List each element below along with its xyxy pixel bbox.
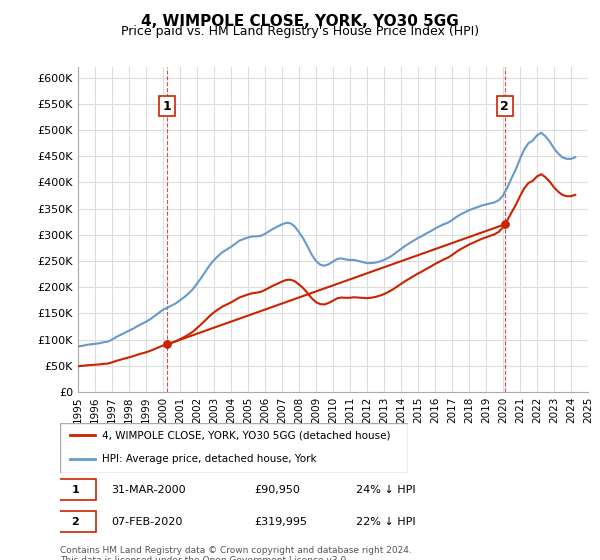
Text: 22% ↓ HPI: 22% ↓ HPI [356, 516, 415, 526]
Text: £319,995: £319,995 [254, 516, 307, 526]
Text: Price paid vs. HM Land Registry's House Price Index (HPI): Price paid vs. HM Land Registry's House … [121, 25, 479, 38]
Text: 24% ↓ HPI: 24% ↓ HPI [356, 484, 415, 494]
Text: 31-MAR-2000: 31-MAR-2000 [111, 484, 185, 494]
Text: 1: 1 [71, 484, 79, 494]
Text: 2: 2 [71, 516, 79, 526]
Text: 4, WIMPOLE CLOSE, YORK, YO30 5GG: 4, WIMPOLE CLOSE, YORK, YO30 5GG [141, 14, 459, 29]
Text: Contains HM Land Registry data © Crown copyright and database right 2024.
This d: Contains HM Land Registry data © Crown c… [60, 546, 412, 560]
Text: 4, WIMPOLE CLOSE, YORK, YO30 5GG (detached house): 4, WIMPOLE CLOSE, YORK, YO30 5GG (detach… [102, 431, 390, 440]
Text: HPI: Average price, detached house, York: HPI: Average price, detached house, York [102, 454, 316, 464]
Text: 07-FEB-2020: 07-FEB-2020 [111, 516, 182, 526]
Text: £90,950: £90,950 [254, 484, 299, 494]
Text: 2: 2 [500, 100, 509, 113]
Text: 1: 1 [163, 100, 172, 113]
